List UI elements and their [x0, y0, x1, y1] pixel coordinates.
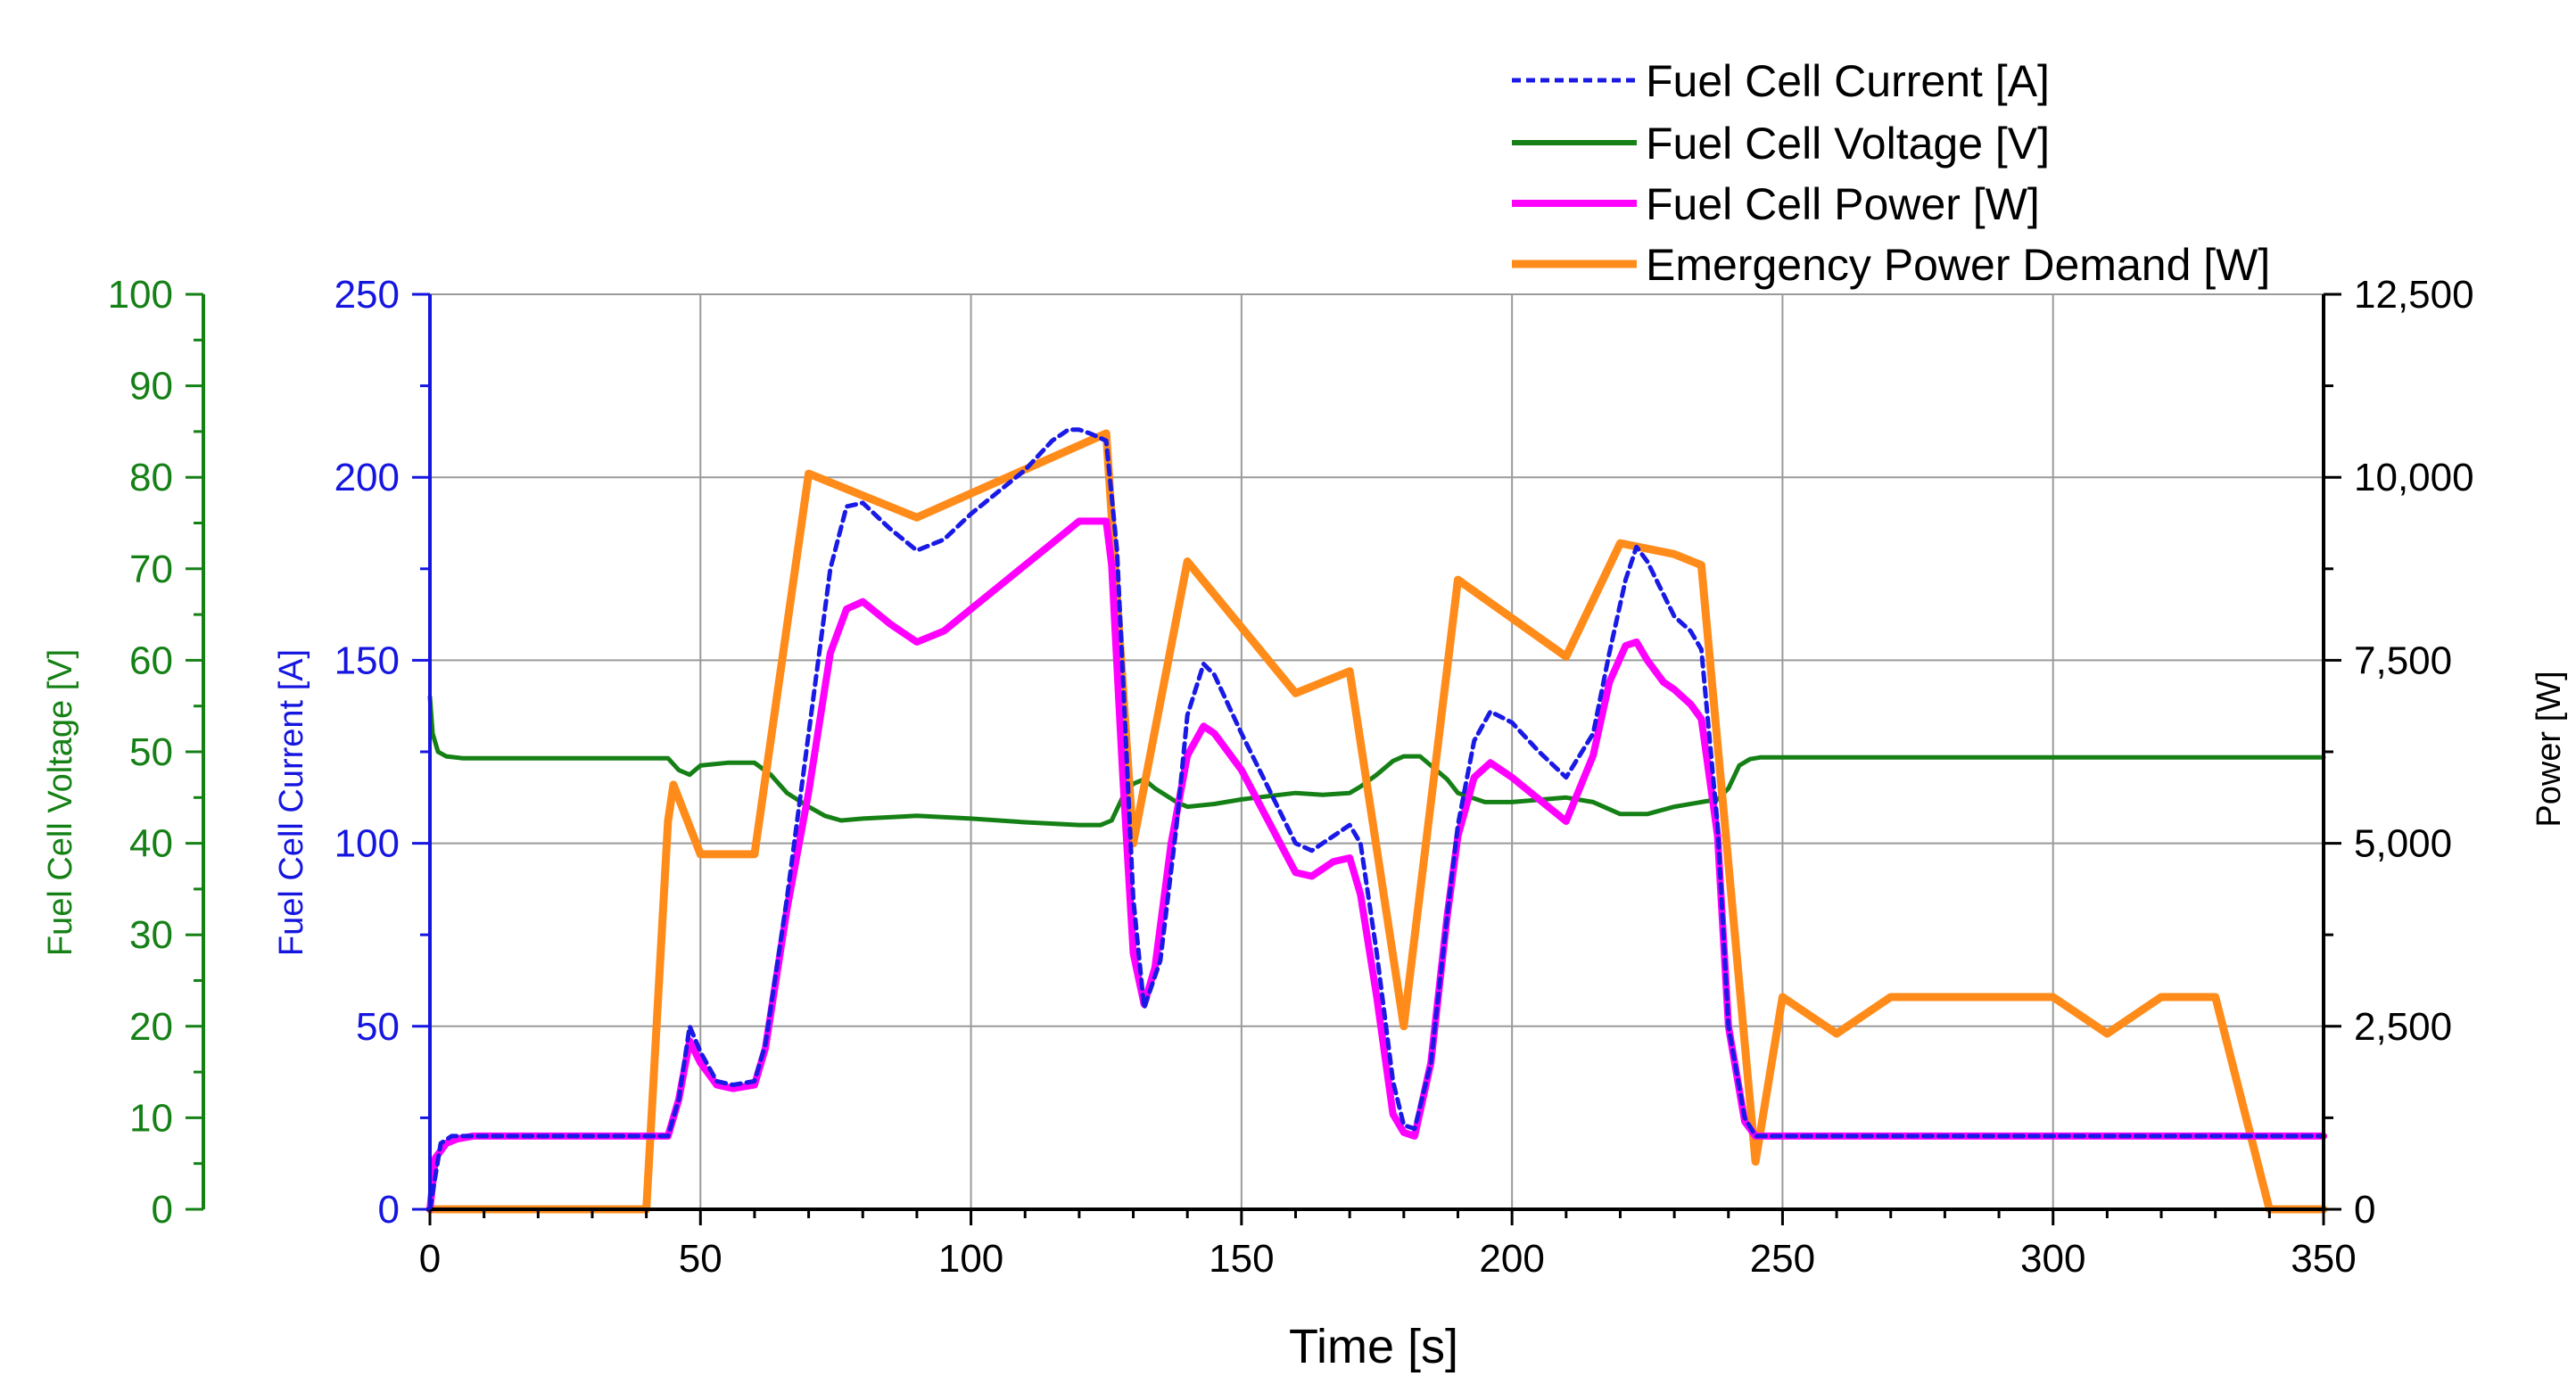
x-tick-label: 350	[2291, 1237, 2356, 1281]
power-series-line	[426, 517, 2327, 1213]
current-tick-label: 150	[334, 639, 400, 682]
power-axis-title: Power [W]	[2531, 671, 2568, 827]
voltage-tick-label: 20	[129, 1005, 173, 1049]
legend-current-label: Fuel Cell Current [A]	[1646, 56, 2050, 106]
voltage-series-line	[427, 694, 2326, 828]
current-tick-label: 250	[334, 273, 400, 317]
current-series-line	[427, 427, 2326, 1212]
voltage-tick-label: 0	[152, 1188, 173, 1232]
legend-demand-label: Emergency Power Demand [W]	[1646, 240, 2270, 290]
x-tick-label: 150	[1209, 1237, 1274, 1281]
voltage-tick-label: 40	[129, 822, 173, 866]
power-tick-label: 5,000	[2354, 822, 2452, 866]
x-tick-label: 250	[1750, 1237, 1815, 1281]
current-tick-label: 50	[356, 1005, 400, 1049]
current-axis-title: Fuel Cell Current [A]	[273, 649, 310, 956]
voltage-tick-label: 100	[108, 273, 173, 317]
voltage-axis-title: Fuel Cell Voltage [V]	[42, 649, 79, 956]
voltage-tick-label: 10	[129, 1096, 173, 1140]
current-tick-label: 100	[334, 822, 400, 866]
voltage-tick-label: 50	[129, 730, 173, 774]
x-tick-label: 300	[2020, 1237, 2085, 1281]
voltage-tick-label: 60	[129, 639, 173, 682]
power-tick-label: 2,500	[2354, 1005, 2452, 1049]
demand-series-line	[425, 429, 2328, 1214]
axes: 0 50 100 150 200 250 300 350 0 10 20 30 40 50 60 70 80 90…	[108, 273, 2474, 1281]
voltage-tick-label: 70	[129, 548, 173, 591]
voltage-tick-label: 90	[129, 365, 173, 408]
x-tick-label: 50	[679, 1237, 722, 1281]
legend-power-label: Fuel Cell Power [W]	[1646, 179, 2040, 229]
current-tick-label: 0	[378, 1188, 400, 1232]
power-tick-label: 10,000	[2354, 456, 2474, 499]
x-axis-title: Time [s]	[1289, 1320, 1458, 1373]
power-tick-label: 0	[2354, 1188, 2375, 1232]
x-tick-label: 200	[1479, 1237, 1544, 1281]
grid	[430, 293, 2324, 1209]
power-tick-label: 7,500	[2354, 639, 2452, 682]
power-tick-label: 12,500	[2354, 273, 2474, 317]
current-tick-label: 200	[334, 456, 400, 499]
voltage-tick-label: 30	[129, 913, 173, 957]
legend: Fuel Cell Current [A] Fuel Cell Voltage …	[1512, 56, 2270, 290]
x-tick-label: 100	[938, 1237, 1003, 1281]
voltage-tick-label: 80	[129, 456, 173, 499]
series-lines	[425, 427, 2328, 1214]
legend-voltage-label: Fuel Cell Voltage [V]	[1646, 119, 2050, 169]
x-tick-label: 0	[419, 1237, 441, 1281]
